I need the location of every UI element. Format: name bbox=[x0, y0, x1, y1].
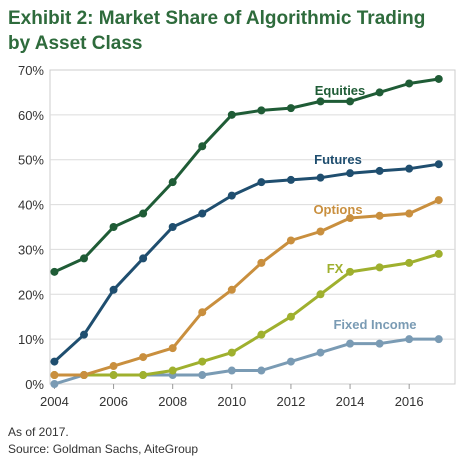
data-point-futures bbox=[139, 254, 148, 263]
data-point-options bbox=[50, 371, 59, 380]
data-point-fx bbox=[375, 263, 384, 272]
series-label-futures: Futures bbox=[314, 152, 362, 167]
data-point-fixed-income bbox=[286, 357, 295, 366]
data-point-futures bbox=[257, 178, 266, 187]
data-point-futures bbox=[198, 209, 207, 218]
x-tick-label: 2006 bbox=[99, 394, 128, 409]
data-point-fixed-income bbox=[50, 380, 59, 388]
data-point-equities bbox=[168, 178, 177, 187]
data-point-equities bbox=[405, 79, 414, 88]
data-point-options bbox=[168, 344, 177, 353]
data-point-fx bbox=[227, 348, 236, 357]
data-point-fixed-income bbox=[198, 371, 207, 380]
data-point-equities bbox=[375, 88, 384, 97]
series-label-fx: FX bbox=[327, 261, 344, 276]
data-point-futures bbox=[316, 173, 325, 182]
x-tick-label: 2012 bbox=[276, 394, 305, 409]
series-label-fixed-income: Fixed Income bbox=[333, 317, 416, 332]
series-label-options: Options bbox=[313, 202, 362, 217]
data-point-futures bbox=[286, 175, 295, 184]
series-line-equities bbox=[53, 77, 439, 274]
chart-notes: As of 2017. Source: Goldman Sachs, AiteG… bbox=[8, 424, 198, 458]
data-point-options bbox=[286, 236, 295, 245]
chart-title-line-2: by Asset Class bbox=[8, 33, 143, 54]
data-point-options bbox=[346, 214, 355, 223]
data-point-options bbox=[434, 196, 443, 205]
data-point-futures bbox=[434, 160, 443, 169]
data-point-equities bbox=[109, 223, 118, 231]
data-point-fx bbox=[257, 330, 266, 339]
data-point-futures bbox=[405, 164, 414, 173]
data-point-futures bbox=[79, 330, 88, 339]
data-point-options bbox=[227, 285, 236, 294]
data-point-fx bbox=[168, 366, 177, 375]
x-tick-label: 2016 bbox=[395, 394, 424, 409]
data-point-futures bbox=[375, 166, 384, 175]
data-point-options bbox=[198, 308, 207, 317]
series-line-fx bbox=[54, 252, 440, 377]
data-point-futures bbox=[346, 169, 355, 178]
data-point-fx bbox=[346, 267, 355, 276]
y-tick-label: 40% bbox=[18, 198, 44, 213]
data-point-fx bbox=[434, 249, 443, 258]
data-point-equities bbox=[257, 106, 266, 115]
x-tick-label: 2004 bbox=[40, 394, 69, 409]
data-point-futures bbox=[50, 357, 59, 366]
y-tick-label: 70% bbox=[18, 63, 44, 78]
y-tick-label: 0% bbox=[25, 377, 44, 392]
data-point-options bbox=[139, 353, 148, 362]
x-tick-label: 2008 bbox=[158, 394, 187, 409]
data-point-equities bbox=[139, 209, 148, 218]
data-point-equities bbox=[434, 74, 443, 83]
y-tick-label: 30% bbox=[18, 242, 44, 257]
data-point-futures bbox=[227, 191, 236, 200]
data-point-fixed-income bbox=[405, 335, 414, 344]
x-tick-label: 2014 bbox=[336, 394, 365, 409]
data-point-equities bbox=[346, 97, 355, 106]
data-point-fixed-income bbox=[257, 366, 266, 375]
data-point-fx bbox=[109, 371, 118, 380]
data-point-equities bbox=[79, 254, 88, 263]
series-label-equities: Equities bbox=[315, 83, 366, 98]
data-point-equities bbox=[198, 142, 207, 151]
y-tick-label: 50% bbox=[18, 153, 44, 168]
data-point-options bbox=[257, 258, 266, 267]
data-point-options bbox=[375, 211, 384, 220]
data-point-equities bbox=[227, 110, 236, 119]
data-point-options bbox=[109, 362, 118, 371]
series-line-futures bbox=[53, 162, 439, 363]
y-tick-label: 10% bbox=[18, 332, 44, 347]
data-point-fx bbox=[316, 290, 325, 299]
data-point-equities bbox=[50, 267, 59, 276]
data-point-fixed-income bbox=[434, 335, 443, 344]
data-point-fx bbox=[405, 258, 414, 267]
plot-frame bbox=[49, 69, 456, 385]
chart-title-line-1: Exhibit 2: Market Share of Algorithmic T… bbox=[8, 8, 426, 29]
data-point-equities bbox=[286, 104, 295, 113]
data-point-fixed-income bbox=[346, 339, 355, 348]
data-point-options bbox=[405, 209, 414, 218]
data-point-fixed-income bbox=[316, 348, 325, 357]
source-text: Source: Goldman Sachs, AiteGroup bbox=[8, 442, 199, 456]
data-point-fx bbox=[139, 371, 148, 380]
note-text: As of 2017. bbox=[8, 425, 69, 439]
x-tick-label: 2010 bbox=[217, 394, 246, 409]
data-point-equities bbox=[316, 97, 325, 106]
data-point-futures bbox=[168, 223, 177, 231]
series-line-options bbox=[54, 198, 440, 377]
data-point-options bbox=[79, 371, 88, 380]
data-point-fx bbox=[198, 357, 207, 366]
data-point-fx bbox=[286, 312, 295, 321]
data-point-fixed-income bbox=[375, 339, 384, 348]
data-point-fixed-income bbox=[227, 366, 236, 375]
y-tick-label: 20% bbox=[18, 287, 44, 302]
line-chart: 0% 10% 20% 30% 40% 50% 60% 70% 2004 2006 2008 2010 2… bbox=[18, 63, 456, 409]
chart-title: Exhibit 2: Market Share of Algorithmic T… bbox=[8, 6, 468, 56]
y-tick-label: 60% bbox=[18, 108, 44, 123]
data-point-options bbox=[316, 227, 325, 236]
data-point-futures bbox=[109, 285, 118, 294]
